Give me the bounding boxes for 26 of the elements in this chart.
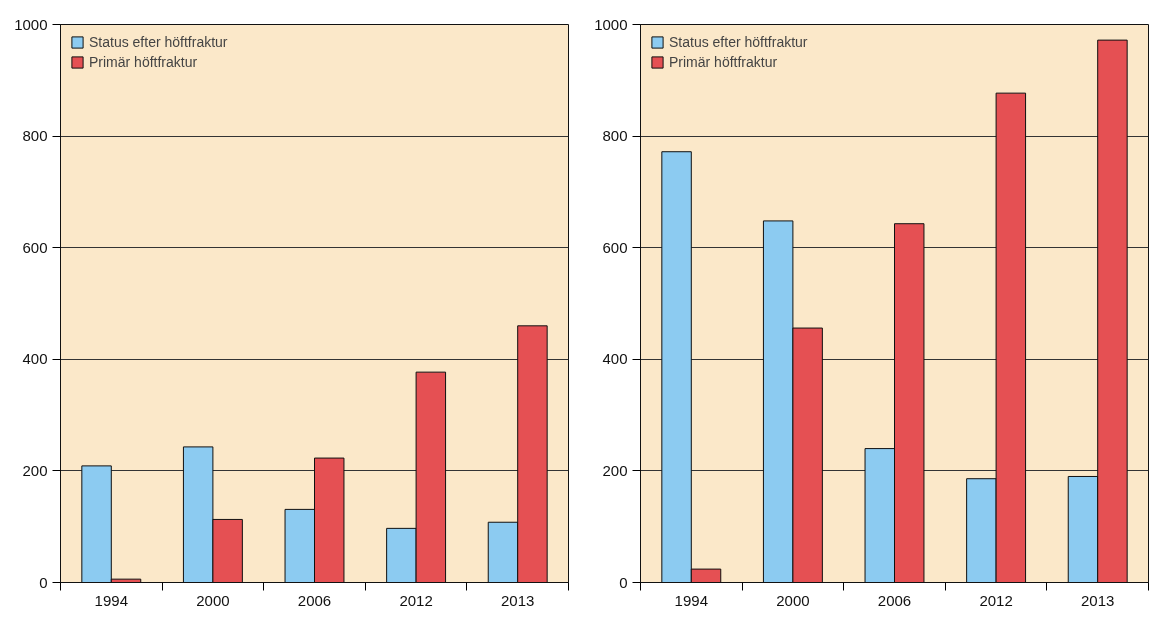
- x-tick-label: 2000: [196, 591, 230, 609]
- y-tick-label: 1000: [594, 15, 628, 33]
- y-tick-label: 1000: [14, 15, 48, 33]
- x-tick-label: 1994: [94, 591, 128, 609]
- y-tick-label: 0: [39, 573, 48, 591]
- y-tick-label: 600: [22, 238, 48, 256]
- x-tick-label: 2006: [297, 591, 332, 609]
- y-tick-label: 800: [22, 127, 48, 145]
- x-tick-label: 2012: [979, 591, 1013, 609]
- y-tick-label: 200: [602, 461, 628, 479]
- x-tick-label: 2013: [501, 591, 535, 609]
- y-tick-label: 400: [22, 350, 48, 368]
- x-tick-label: 2006: [877, 591, 912, 609]
- legend-label: Status efter höftfraktur: [669, 34, 808, 50]
- legend-label: Primär höftfraktur: [89, 54, 198, 70]
- x-tick-label: 2000: [776, 591, 810, 609]
- y-tick-label: 800: [602, 127, 628, 145]
- y-tick-label: 400: [602, 350, 628, 368]
- x-tick-label: 2012: [399, 591, 433, 609]
- y-tick-label: 200: [22, 461, 48, 479]
- x-tick-label: 1994: [674, 591, 708, 609]
- legend-label: Status efter höftfraktur: [89, 34, 228, 50]
- legend-label: Primär höftfraktur: [669, 54, 778, 70]
- y-tick-label: 0: [619, 573, 628, 591]
- y-tick-label: 600: [602, 238, 628, 256]
- x-tick-label: 2013: [1081, 591, 1115, 609]
